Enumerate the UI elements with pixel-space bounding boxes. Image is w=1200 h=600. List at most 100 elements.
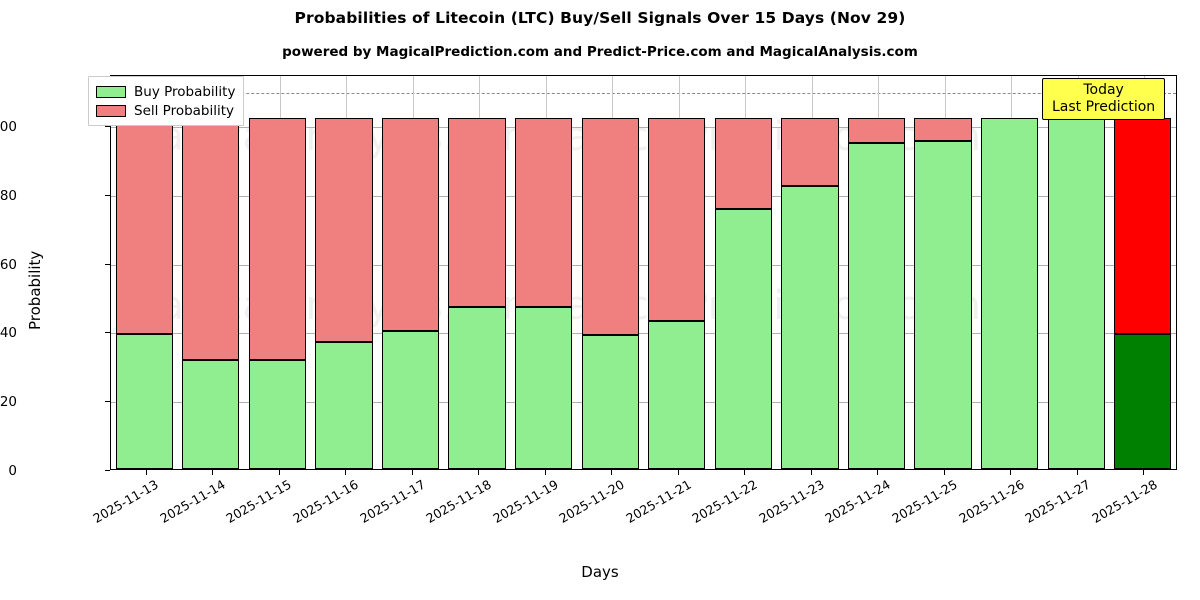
bar-2025-11-28[interactable] (1114, 76, 1172, 469)
x-tick-label-2025-11-25: 2025-11-25 (889, 476, 960, 526)
x-tickmark-13 (944, 470, 945, 475)
bar-segment-buy-2025-11-15[interactable] (248, 360, 307, 469)
x-tick-label-2025-11-19: 2025-11-19 (490, 476, 561, 526)
x-tick-label-2025-11-26: 2025-11-26 (955, 476, 1027, 526)
bar-segment-sell-2025-11-14[interactable] (182, 118, 240, 361)
y-tickmark-40 (105, 332, 110, 333)
bar-2025-11-20[interactable] (581, 76, 639, 469)
bar-segment-buy-2025-11-28[interactable] (1114, 333, 1172, 469)
bar-segment-buy-2025-11-17[interactable] (381, 331, 440, 469)
bar-segment-buy-2025-11-18[interactable] (448, 306, 506, 469)
bar-2025-11-27[interactable] (1047, 76, 1105, 469)
bar-segment-buy-2025-11-23[interactable] (781, 186, 839, 469)
legend-swatch-sell-icon (96, 104, 126, 117)
x-tick-label-2025-11-18: 2025-11-18 (423, 476, 494, 526)
x-tickmark-5 (412, 470, 413, 475)
x-tickmark-9 (678, 470, 679, 475)
x-tickmark-4 (345, 470, 346, 475)
x-tickmark-3 (279, 470, 280, 475)
x-tick-label-2025-11-22: 2025-11-22 (689, 476, 761, 526)
x-axis-label: Days (581, 563, 619, 581)
x-tick-label-2025-11-24: 2025-11-24 (822, 476, 894, 526)
bar-2025-11-19[interactable] (515, 76, 573, 469)
bar-2025-11-24[interactable] (847, 76, 906, 469)
y-tick-40: 40 (0, 325, 17, 341)
bar-segment-sell-2025-11-28[interactable] (1114, 118, 1172, 334)
bar-segment-sell-2025-11-24[interactable] (847, 118, 906, 143)
bar-2025-11-22[interactable] (714, 76, 772, 469)
x-tickmark-7 (545, 470, 546, 475)
bar-segment-sell-2025-11-21[interactable] (648, 118, 706, 321)
today-label-line1: Today (1083, 82, 1124, 98)
y-tick-20: 20 (0, 394, 17, 410)
bar-segment-buy-2025-11-22[interactable] (714, 209, 772, 469)
x-tick-label-2025-11-14: 2025-11-14 (157, 476, 228, 526)
x-tickmark-8 (611, 470, 612, 475)
bar-segment-sell-2025-11-15[interactable] (248, 118, 307, 361)
bar-segment-sell-2025-11-16[interactable] (315, 118, 373, 342)
legend-label-buy: Buy Probability (134, 83, 236, 100)
bar-2025-11-21[interactable] (648, 76, 706, 469)
bar-segment-buy-2025-11-26[interactable] (980, 118, 1039, 469)
bar-segment-sell-2025-11-17[interactable] (381, 118, 440, 332)
legend-item-sell[interactable]: Sell Probability (96, 101, 235, 120)
bar-segment-buy-2025-11-24[interactable] (847, 142, 906, 469)
x-tickmark-14 (1010, 470, 1011, 475)
bar-segment-buy-2025-11-25[interactable] (914, 140, 972, 469)
bar-2025-11-16[interactable] (315, 76, 373, 469)
bar-segment-buy-2025-11-20[interactable] (581, 335, 639, 469)
chart-legend[interactable]: Buy Probability Sell Probability (88, 76, 245, 126)
x-tick-label-2025-11-20: 2025-11-20 (556, 476, 628, 526)
x-tickmark-16 (1143, 470, 1144, 475)
bar-segment-sell-2025-11-25[interactable] (914, 118, 972, 141)
bar-segment-buy-2025-11-13[interactable] (115, 333, 173, 469)
legend-swatch-buy-icon (96, 85, 126, 98)
legend-item-buy[interactable]: Buy Probability (96, 82, 235, 101)
bar-2025-11-14[interactable] (182, 76, 240, 469)
x-tick-label-2025-11-16: 2025-11-16 (290, 476, 361, 526)
y-tickmark-20 (105, 401, 110, 402)
bar-2025-11-15[interactable] (248, 76, 307, 469)
bar-series (111, 76, 1176, 469)
bar-segment-sell-2025-11-19[interactable] (515, 118, 573, 307)
gridline-60 (111, 265, 1176, 266)
bar-2025-11-13[interactable] (115, 76, 173, 469)
gridline-40 (111, 333, 1176, 334)
y-tick-0: 0 (8, 463, 17, 479)
bar-segment-buy-2025-11-27[interactable] (1047, 118, 1105, 469)
x-tickmark-2 (212, 470, 213, 475)
bar-2025-11-26[interactable] (980, 76, 1039, 469)
bar-2025-11-25[interactable] (914, 76, 972, 469)
y-tickmark-0 (105, 470, 110, 471)
bar-segment-sell-2025-11-18[interactable] (448, 118, 506, 307)
plot-area: MagicalAnalysis.com MagicalPrediction.co… (110, 75, 1177, 470)
gridline-20 (111, 402, 1176, 403)
x-tick-label-2025-11-28: 2025-11-28 (1089, 476, 1160, 526)
x-tickmark-1 (146, 470, 147, 475)
x-tick-label-2025-11-15: 2025-11-15 (223, 476, 295, 526)
x-tick-label-2025-11-13: 2025-11-13 (90, 476, 162, 526)
bar-segment-sell-2025-11-22[interactable] (714, 118, 772, 210)
bar-segment-sell-2025-11-20[interactable] (581, 118, 639, 336)
bar-segment-sell-2025-11-13[interactable] (115, 118, 173, 334)
bar-segment-buy-2025-11-16[interactable] (315, 341, 373, 469)
bar-segment-sell-2025-11-23[interactable] (781, 118, 839, 187)
bar-2025-11-23[interactable] (781, 76, 839, 469)
gridline-80 (111, 196, 1176, 197)
bar-segment-buy-2025-11-21[interactable] (648, 320, 706, 469)
x-tick-label-2025-11-23: 2025-11-23 (756, 476, 827, 526)
x-tickmark-6 (478, 470, 479, 475)
x-tickmark-15 (1077, 470, 1078, 475)
x-tickmark-11 (811, 470, 812, 475)
y-axis-label: Probability (26, 250, 44, 330)
chart-title: Probabilities of Litecoin (LTC) Buy/Sell… (294, 9, 906, 27)
today-annotation: Today Last Prediction (1042, 78, 1166, 121)
bar-segment-buy-2025-11-19[interactable] (515, 306, 573, 469)
bar-segment-buy-2025-11-14[interactable] (182, 360, 240, 469)
bar-2025-11-17[interactable] (381, 76, 440, 469)
gridline-100 (111, 127, 1176, 128)
bar-2025-11-18[interactable] (448, 76, 506, 469)
x-tick-label-2025-11-17: 2025-11-17 (356, 476, 428, 526)
reference-line-110 (111, 93, 1176, 94)
